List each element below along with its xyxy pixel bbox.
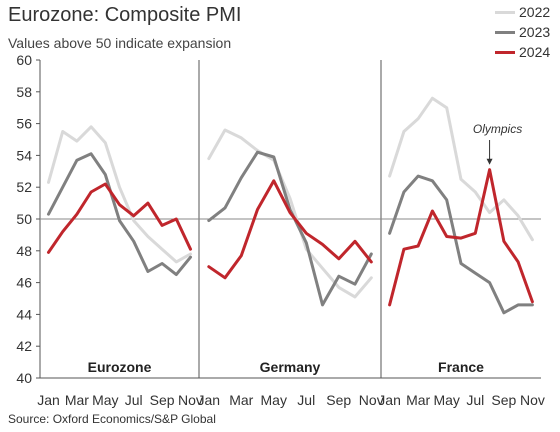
x-tick-label: Jul xyxy=(125,392,143,408)
x-tick-label: May xyxy=(92,392,118,408)
source-note: Source: Oxford Economics/S&P Global xyxy=(8,412,216,426)
x-tick-label: Jan xyxy=(37,392,60,408)
x-tick-label: May xyxy=(261,392,287,408)
annotation-olympics: Olympics xyxy=(473,122,522,136)
series-line-germany-2022 xyxy=(207,128,373,299)
legend-item-2022: 2022 xyxy=(495,2,550,22)
chart-subtitle: Values above 50 indicate expansion xyxy=(8,35,232,51)
y-tick-label: 42 xyxy=(16,338,32,354)
series-line-eurozone-2023 xyxy=(47,152,192,277)
y-tick-label: 54 xyxy=(16,147,32,163)
legend-label-2023: 2023 xyxy=(519,24,551,40)
series-line-eurozone-2022 xyxy=(47,125,192,264)
series-line-france-2024 xyxy=(388,168,534,307)
annotation-arrow-head xyxy=(486,158,493,165)
series-line-germany-2024 xyxy=(207,179,373,280)
x-tick-label: Nov xyxy=(520,392,545,408)
legend-item-2024: 2024 xyxy=(495,42,550,62)
x-tick-label: Sep xyxy=(150,392,175,408)
x-tick-label: Mar xyxy=(65,392,89,408)
x-tick-label: Nov xyxy=(359,392,384,408)
y-tick-label: 58 xyxy=(16,84,32,100)
panel-label-france: France xyxy=(438,359,484,375)
y-tick-label: 50 xyxy=(16,211,32,227)
x-tick-label: Mar xyxy=(229,392,253,408)
y-tick-label: 48 xyxy=(16,243,32,259)
legend-item-2023: 2023 xyxy=(495,22,550,42)
y-tick-label: 60 xyxy=(16,52,32,68)
x-tick-label: May xyxy=(433,392,459,408)
legend-swatch-2022 xyxy=(495,10,515,14)
x-tick-label: Mar xyxy=(406,392,430,408)
series-line-germany-2023 xyxy=(207,150,373,307)
x-tick-label: Sep xyxy=(491,392,516,408)
x-tick-label: Nov xyxy=(178,392,203,408)
y-tick-label: 52 xyxy=(16,179,32,195)
x-tick-label: Jul xyxy=(297,392,315,408)
y-tick-label: 44 xyxy=(16,306,32,322)
y-tick-label: 46 xyxy=(16,275,32,291)
y-tick-label: 56 xyxy=(16,116,32,132)
chart-title: Eurozone: Composite PMI xyxy=(8,4,242,26)
legend-label-2024: 2024 xyxy=(519,44,551,60)
legend: 2022 2023 2024 xyxy=(495,2,550,62)
panel-label-eurozone: Eurozone xyxy=(88,359,152,375)
panel-label-germany: Germany xyxy=(260,359,321,375)
series-line-eurozone-2024 xyxy=(47,182,192,254)
legend-swatch-2023 xyxy=(495,30,515,34)
legend-label-2022: 2022 xyxy=(519,4,551,20)
x-tick-label: Jan xyxy=(197,392,220,408)
x-tick-label: Jan xyxy=(378,392,401,408)
series-line-france-2023 xyxy=(388,174,534,315)
x-tick-label: Sep xyxy=(326,392,351,408)
x-tick-label: Jul xyxy=(466,392,484,408)
y-tick-label: 40 xyxy=(16,370,32,386)
series-line-france-2022 xyxy=(388,96,534,242)
legend-swatch-2024 xyxy=(495,50,515,54)
